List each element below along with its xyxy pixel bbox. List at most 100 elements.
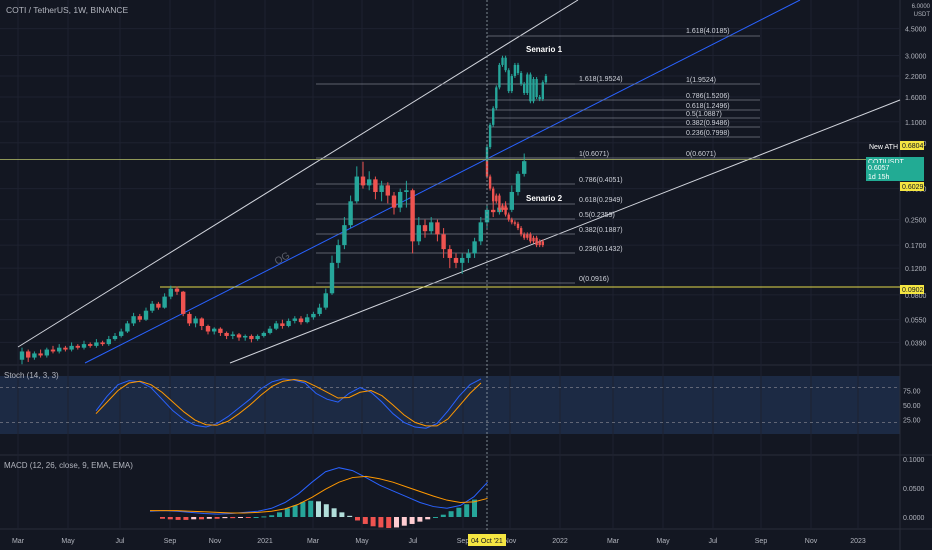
macd-histogram-bar xyxy=(433,517,438,518)
candle-body xyxy=(150,303,155,311)
macd-line xyxy=(149,467,488,515)
scenario-bar xyxy=(513,64,517,76)
candle-body xyxy=(162,296,167,308)
candle-body xyxy=(75,345,80,348)
price-tick: 0.0800 xyxy=(905,293,927,300)
candle-body xyxy=(125,323,130,332)
macd-histogram-bar xyxy=(448,511,454,517)
scenario-2-label: Senario 2 xyxy=(526,194,563,203)
scenario-bar xyxy=(532,237,535,242)
scenario-bar xyxy=(507,70,510,92)
candle-body xyxy=(410,190,415,242)
price-tick: 3.0000 xyxy=(905,53,927,60)
candle-body xyxy=(26,351,31,358)
time-tick: Nov xyxy=(209,538,222,545)
candle-body xyxy=(181,291,186,314)
candle-body xyxy=(305,317,310,323)
scenario-bar xyxy=(526,74,529,93)
chart-title: COTI / TetherUS, 1W, BINANCE xyxy=(6,5,129,15)
fib-label: 1(1.9524) xyxy=(686,77,716,84)
candle-body xyxy=(187,313,192,324)
candle-body xyxy=(249,335,254,340)
price-pane xyxy=(0,0,900,365)
candle-body xyxy=(317,307,322,314)
macd-histogram-bar xyxy=(238,517,243,518)
candle-body xyxy=(100,342,105,345)
price-tick: 1.6000 xyxy=(905,95,927,102)
candle-body xyxy=(429,222,434,232)
mid-trend-line xyxy=(84,0,801,364)
price-tick: 0.2500 xyxy=(905,218,927,225)
candle-body xyxy=(143,310,149,320)
price-label-bg xyxy=(900,141,924,150)
price-label-bg xyxy=(866,163,924,172)
candle-body xyxy=(491,209,496,213)
candle-body xyxy=(261,332,266,336)
macd-histogram-bar xyxy=(206,517,212,519)
price-label: 0.6029 xyxy=(902,184,924,191)
macd-tick: 0.0500 xyxy=(903,486,925,493)
scenario-bar xyxy=(513,222,517,224)
price-label: 0.6057 xyxy=(868,165,890,172)
macd-histogram-bar xyxy=(323,504,329,517)
candle-body xyxy=(174,288,180,292)
candle-body xyxy=(19,351,25,360)
macd-tick: 0.1000 xyxy=(903,457,925,464)
candle-body xyxy=(422,225,428,232)
scenario-bar xyxy=(544,75,548,83)
candle-body xyxy=(193,318,198,324)
candle-body xyxy=(57,347,62,352)
price-label-bg xyxy=(900,285,924,294)
candle-body xyxy=(460,257,465,263)
time-tick: 2023 xyxy=(850,538,866,545)
time-tick: May xyxy=(355,538,369,545)
stoch-band xyxy=(0,376,900,434)
scenario-1-path xyxy=(485,55,548,164)
macd-histogram-bar xyxy=(409,517,415,524)
time-highlight-label: 04 Oct '21 xyxy=(471,538,503,545)
fib-label: 0.236(0.7998) xyxy=(686,130,730,137)
candle-body xyxy=(137,316,142,320)
stoch-tick: 50.00 xyxy=(903,403,921,410)
price-tick: 1.1000 xyxy=(905,120,927,127)
scenario-bar xyxy=(516,223,520,229)
candle-body xyxy=(88,344,93,346)
candle-body xyxy=(286,320,291,326)
macd-histogram-bar xyxy=(401,517,407,526)
candle-body xyxy=(255,335,260,340)
price-label-bg xyxy=(866,172,924,181)
candle-body xyxy=(472,241,477,254)
candle-body xyxy=(44,349,49,356)
fib-label: 1.618(1.9524) xyxy=(579,76,623,83)
scenario-bar xyxy=(526,234,529,238)
fib-label: 0.618(0.2949) xyxy=(579,197,623,204)
candle-body xyxy=(156,303,161,308)
time-tick: Mar xyxy=(307,538,320,545)
candle-body xyxy=(106,339,111,345)
candle-body xyxy=(236,334,242,338)
candle-body xyxy=(69,345,74,350)
macd-title: MACD (12, 26, close, 9, EMA, EMA) xyxy=(4,461,133,470)
candle-body xyxy=(168,288,173,297)
time-tick: Mar xyxy=(12,538,25,545)
macd-histogram-bar xyxy=(370,517,376,527)
macd-histogram-bar xyxy=(331,508,337,517)
scenario-bar xyxy=(495,87,498,109)
price-label: 1d 15h xyxy=(868,174,890,181)
candle-body xyxy=(354,176,359,202)
scenario-bar xyxy=(541,82,544,100)
macd-histogram-bar xyxy=(214,517,220,519)
scenario-bar xyxy=(498,195,501,210)
candle-body xyxy=(218,328,223,333)
price-label: 0.6804 xyxy=(902,143,924,150)
candle-body xyxy=(119,331,124,336)
macd-histogram-bar xyxy=(300,501,306,517)
stoch-tick: 25.00 xyxy=(903,418,921,425)
scenario-bar xyxy=(519,228,523,235)
candle-body xyxy=(509,191,514,210)
candle-body xyxy=(391,195,397,208)
macd-histogram-bar xyxy=(284,508,290,517)
price-tick: 0.1700 xyxy=(905,243,927,250)
candle-body xyxy=(336,245,341,263)
